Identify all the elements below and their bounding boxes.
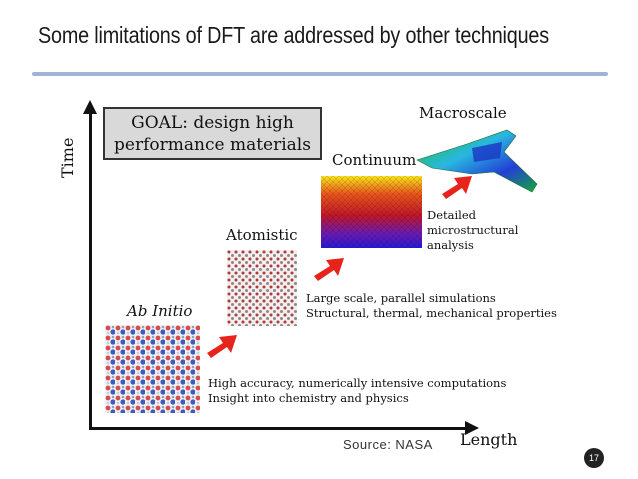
atomistic-desc-2: Structural, thermal, mechanical properti… — [306, 306, 557, 320]
ab-initio-desc-2: Insight into chemistry and physics — [208, 391, 409, 405]
step-arrow-3 — [442, 176, 472, 199]
atomistic-lattice-image — [227, 250, 297, 326]
continuum-desc-3: analysis — [427, 238, 474, 252]
continuum-desc-2: microstructural — [427, 223, 519, 237]
time-axis — [89, 112, 92, 430]
goal-line-1: GOAL: design high — [131, 113, 294, 133]
stage-atomistic-label: Atomistic — [226, 226, 298, 244]
stage-macroscale-label: Macroscale — [419, 104, 507, 122]
ab-initio-description: High accuracy, numerically intensive com… — [208, 376, 506, 406]
continuum-mesh-image — [321, 176, 422, 248]
page-number-badge: 17 — [584, 448, 604, 468]
continuum-desc-1: Detailed — [427, 208, 477, 222]
macroscale-aircraft-image — [416, 129, 538, 193]
source-caption: Source: NASA — [343, 437, 433, 452]
continuum-description: Detailed microstructural analysis — [427, 208, 518, 253]
atomistic-description: Large scale, parallel simulations Struct… — [306, 291, 557, 321]
title-divider — [32, 72, 608, 76]
ab-initio-desc-1: High accuracy, numerically intensive com… — [208, 376, 507, 390]
step-arrow-2 — [314, 258, 344, 281]
step-arrow-1 — [207, 335, 237, 358]
length-axis — [89, 427, 467, 430]
length-axis-arrowhead — [465, 421, 479, 435]
slide-title: Some limitations of DFT are addressed by… — [38, 22, 549, 48]
stage-ab-initio-label: Ab Initio — [127, 302, 193, 320]
atomistic-desc-1: Large scale, parallel simulations — [306, 291, 496, 305]
time-axis-arrowhead — [83, 100, 97, 114]
ab-initio-molecule-image — [105, 325, 200, 413]
length-axis-label: Length — [460, 430, 518, 449]
goal-line-2: performance materials — [114, 135, 311, 155]
goal-box: GOAL: design high performance materials — [103, 107, 322, 160]
stage-continuum-label: Continuum — [332, 151, 417, 169]
time-axis-label: Time — [58, 137, 77, 178]
